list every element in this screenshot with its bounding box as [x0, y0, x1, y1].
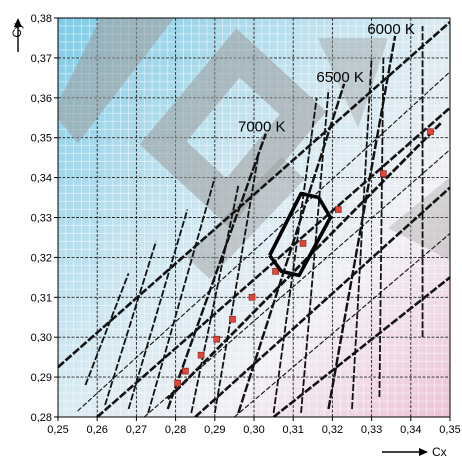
isotherm-line: [237, 83, 346, 414]
band-inner-line: [234, 233, 450, 417]
watermark-stroke: [318, 38, 388, 128]
x-tick-label: 0,31: [282, 424, 303, 436]
isotherm-minor-line: [127, 209, 189, 410]
isotherm-line: [327, 35, 397, 410]
locus-point: [174, 379, 181, 387]
y-tick-label: 0,38: [31, 13, 52, 25]
y-tick-label: 0,32: [31, 252, 52, 264]
isotherm-label: 7000 K: [238, 119, 286, 136]
y-tick-label: 0,28: [31, 412, 52, 424]
x-tick-label: 0,34: [400, 424, 421, 436]
isotherm-minor-line: [190, 185, 240, 414]
locus-point: [272, 268, 279, 275]
y-axis-label: Cy: [10, 23, 24, 38]
x-tick-label: 0,29: [204, 424, 225, 436]
isotherm-minor-line: [84, 273, 130, 386]
locus-point: [182, 367, 189, 375]
y-tick-label: 0,30: [31, 332, 52, 344]
isotherm-minor-line: [147, 177, 216, 414]
x-tick-label: 0,26: [86, 424, 107, 436]
axis-titles: Cy Cx: [10, 18, 447, 459]
x-tick-label: 0,27: [126, 424, 147, 436]
isotherm-minor-line: [104, 241, 157, 406]
watermark-stroke: [388, 177, 450, 261]
y-tick-label: 0,29: [31, 372, 52, 384]
isotherm-minor-line: [272, 97, 318, 414]
x-axis-label: Cx: [432, 445, 447, 459]
locus-point: [334, 206, 342, 213]
isotherm-line: [166, 133, 267, 410]
x-axis-ticks: 0,25 0,26 0,27 0,28 0,29 0,30 0,31 0,32 0,33 0,34…: [47, 417, 461, 436]
y-tick-label: 0,33: [31, 213, 52, 225]
y-tick-label: 0,31: [31, 292, 52, 304]
y-tick-label: 0,37: [31, 53, 52, 65]
locus-point: [197, 351, 205, 359]
x-tick-label: 0,30: [243, 424, 264, 436]
locus-point: [299, 240, 307, 247]
x-tick-label: 0,32: [322, 424, 343, 436]
isotherm-label: 6000 K: [367, 21, 415, 38]
tolerance-polygon: [268, 191, 333, 278]
x-tick-label: 0,35: [439, 424, 460, 436]
locus-point: [427, 128, 434, 136]
y-tick-label: 0,34: [31, 173, 52, 185]
locus-point: [380, 170, 387, 177]
isotherm-minor-line: [213, 157, 259, 414]
watermark-stroke: [186, 156, 305, 280]
band-edge-line: [58, 21, 450, 369]
isotherm-labels: 7000 K 6500 K 6000 K: [238, 21, 415, 136]
band-inner-line: [143, 149, 450, 417]
y-axis-ticks: 0,28 0,29 0,30 0,31 0,32 0,33 0,34 0,35 0,36 0,37…: [31, 13, 58, 424]
locus-line: [166, 120, 444, 401]
x-tick-label: 0,33: [361, 424, 382, 436]
watermark-ring: [139, 28, 327, 228]
x-tick-label: 0,25: [47, 424, 68, 436]
locus-point: [213, 335, 221, 343]
y-tick-label: 0,36: [31, 93, 52, 105]
y-axis-arrow-head: [14, 18, 22, 27]
locus-point: [248, 293, 256, 301]
planckian-locus: [166, 120, 444, 401]
y-tick-label: 0,35: [31, 133, 52, 145]
tolerance-region: [268, 191, 333, 278]
isotherm-minor-line: [351, 57, 373, 410]
x-tick-label: 0,28: [165, 424, 186, 436]
locus-point: [229, 315, 236, 323]
isotherm-label: 6500 K: [316, 69, 364, 86]
x-axis-arrow-head: [419, 448, 428, 456]
watermark-letters: [58, 18, 450, 280]
isotherm-lines: [84, 25, 424, 414]
band-edge-line: [194, 186, 450, 417]
isotherm-minor-line: [378, 57, 385, 398]
watermark-stroke: [58, 18, 175, 143]
